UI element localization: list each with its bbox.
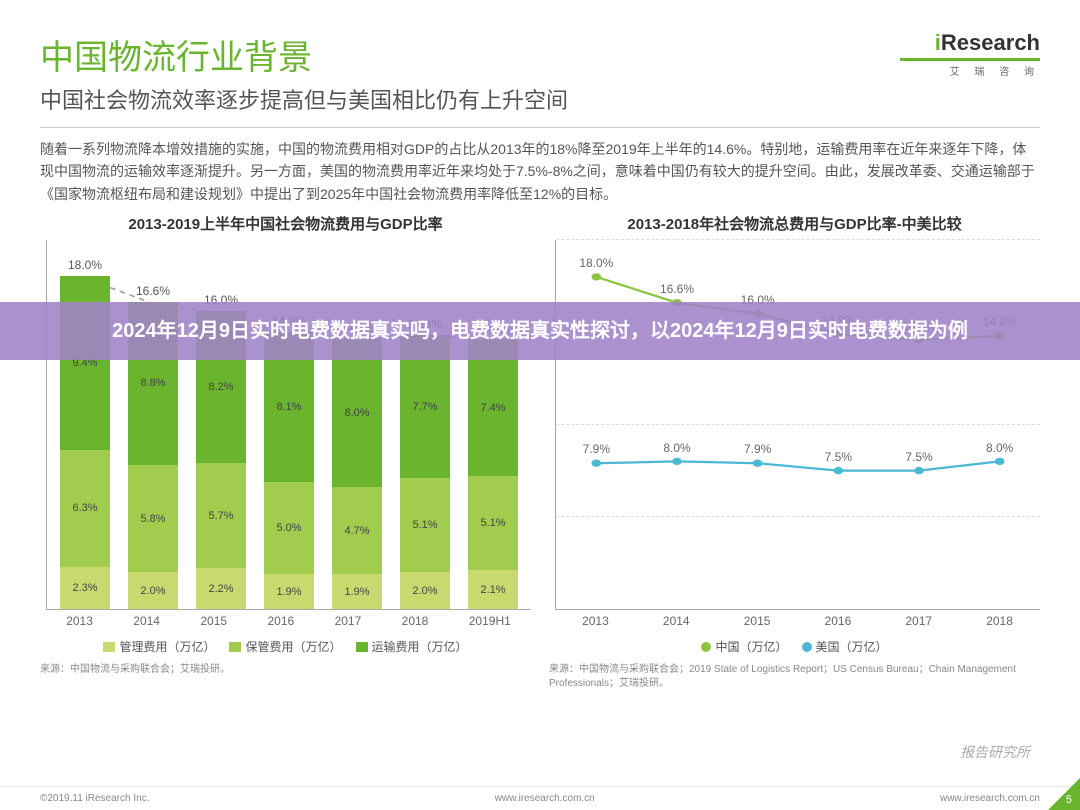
divider — [40, 127, 1040, 128]
legend-item: 运输费用（万亿） — [356, 638, 468, 655]
point-label: 8.0% — [663, 441, 690, 455]
point-label: 7.9% — [583, 442, 610, 456]
bar-chart-plot: 2.3%6.3%9.4%18.0%2.0%5.8%8.8%16.6%2.2%5.… — [46, 240, 531, 610]
x-tick: 2018 — [986, 614, 1013, 628]
bar-chart-xaxis: 2013 2014 2015 2016 2017 2018 2019H1 — [46, 614, 531, 628]
bar-segment: 4.7% — [332, 487, 382, 574]
corner-decoration — [1048, 778, 1080, 810]
bar-group: 1.9%5.0%8.1%14.9% — [264, 332, 314, 609]
x-tick: 2016 — [825, 614, 852, 628]
line-chart-plot: 18.0%16.6%16.0%14.9%14.6%14.8%7.9%8.0%7.… — [555, 240, 1040, 610]
description-text: 随着一系列物流降本增效措施的实施，中国的物流费用相对GDP的占比从2013年的1… — [40, 138, 1040, 205]
bar-segment: 2.2% — [196, 568, 246, 609]
bar-segment: 5.1% — [468, 476, 518, 570]
point-label: 7.5% — [825, 450, 852, 464]
bar-segment: 1.9% — [264, 574, 314, 609]
bar-segment: 2.0% — [128, 572, 178, 609]
watermark: 报告研究所 — [960, 742, 1030, 762]
logo-subtitle: 艾 瑞 咨 询 — [900, 63, 1040, 78]
bar-segment: 2.1% — [468, 570, 518, 609]
line-chart-legend: 中国（万亿） 美国（万亿） — [549, 638, 1040, 655]
bar-group: 1.9%4.7%8.0%14.6% — [332, 339, 382, 609]
line-chart-source: 来源：中国物流与采购联合会；2019 State of Logistics Re… — [549, 663, 1040, 691]
bar-group: 2.1%5.1%7.4%14.6% — [468, 339, 518, 609]
bar-segment: 8.0% — [332, 339, 382, 487]
x-tick: 2014 — [133, 614, 160, 628]
footer-url-2: www.iresearch.com.cn — [940, 793, 1040, 804]
x-tick: 2015 — [744, 614, 771, 628]
legend-item: 美国（万亿） — [802, 638, 888, 655]
line-chart-xaxis: 2013 2014 2015 2016 2017 2018 — [555, 614, 1040, 628]
overlay-banner: 2024年12月9日实时电费数据真实吗，电费数据真实性探讨，以2024年12月9… — [0, 302, 1080, 360]
page-footer: ©2019.11 iResearch Inc. www.iresearch.co… — [0, 786, 1080, 810]
logo-text: Research — [941, 30, 1040, 55]
line-chart: 2013-2018年社会物流总费用与GDP比率-中美比较 18.0%16.6%1… — [549, 213, 1040, 691]
x-tick: 2017 — [335, 614, 362, 628]
point-label: 18.0% — [579, 256, 613, 270]
bar-total-label: 18.0% — [68, 258, 102, 272]
bar-group: 2.0%5.1%7.7%14.8% — [400, 335, 450, 609]
point-label: 8.0% — [986, 441, 1013, 455]
bar-segment: 2.0% — [400, 572, 450, 609]
x-tick: 2015 — [200, 614, 227, 628]
bar-segment: 1.9% — [332, 574, 382, 609]
bar-segment: 2.3% — [60, 567, 110, 610]
bar-segment: 5.0% — [264, 482, 314, 575]
bar-segment: 5.8% — [128, 465, 178, 572]
x-tick: 2016 — [267, 614, 294, 628]
bar-chart-source: 来源：中国物流与采购联合会；艾瑞投研。 — [40, 663, 531, 677]
legend-item: 管理费用（万亿） — [103, 638, 215, 655]
page-title: 中国物流行业背景 — [40, 30, 1040, 79]
x-tick: 2013 — [582, 614, 609, 628]
legend-item: 保管费用（万亿） — [229, 638, 341, 655]
point-label: 7.9% — [744, 442, 771, 456]
bar-segment: 6.3% — [60, 450, 110, 567]
x-tick: 2017 — [905, 614, 932, 628]
x-tick: 2019H1 — [469, 614, 511, 628]
footer-copyright: ©2019.11 iResearch Inc. — [40, 793, 149, 804]
bar-chart-title: 2013-2019上半年中国社会物流费用与GDP比率 — [40, 213, 531, 234]
x-tick: 2014 — [663, 614, 690, 628]
point-label: 16.6% — [660, 282, 694, 296]
bar-segment: 5.1% — [400, 478, 450, 572]
bar-segment: 5.7% — [196, 463, 246, 568]
footer-url: www.iresearch.com.cn — [495, 793, 595, 804]
page-number: 5 — [1066, 794, 1072, 806]
point-label: 7.5% — [905, 450, 932, 464]
legend-item: 中国（万亿） — [701, 638, 787, 655]
bar-chart: 2013-2019上半年中国社会物流费用与GDP比率 2.3%6.3%9.4%1… — [40, 213, 531, 691]
page-subtitle: 中国社会物流效率逐步提高但与美国相比仍有上升空间 — [40, 83, 1040, 115]
x-tick: 2013 — [66, 614, 93, 628]
bar-total-label: 16.6% — [136, 284, 170, 298]
brand-logo: iResearch 艾 瑞 咨 询 — [900, 30, 1040, 78]
x-tick: 2018 — [402, 614, 429, 628]
bar-chart-legend: 管理费用（万亿） 保管费用（万亿） 运输费用（万亿） — [40, 638, 531, 655]
line-chart-title: 2013-2018年社会物流总费用与GDP比率-中美比较 — [549, 213, 1040, 234]
